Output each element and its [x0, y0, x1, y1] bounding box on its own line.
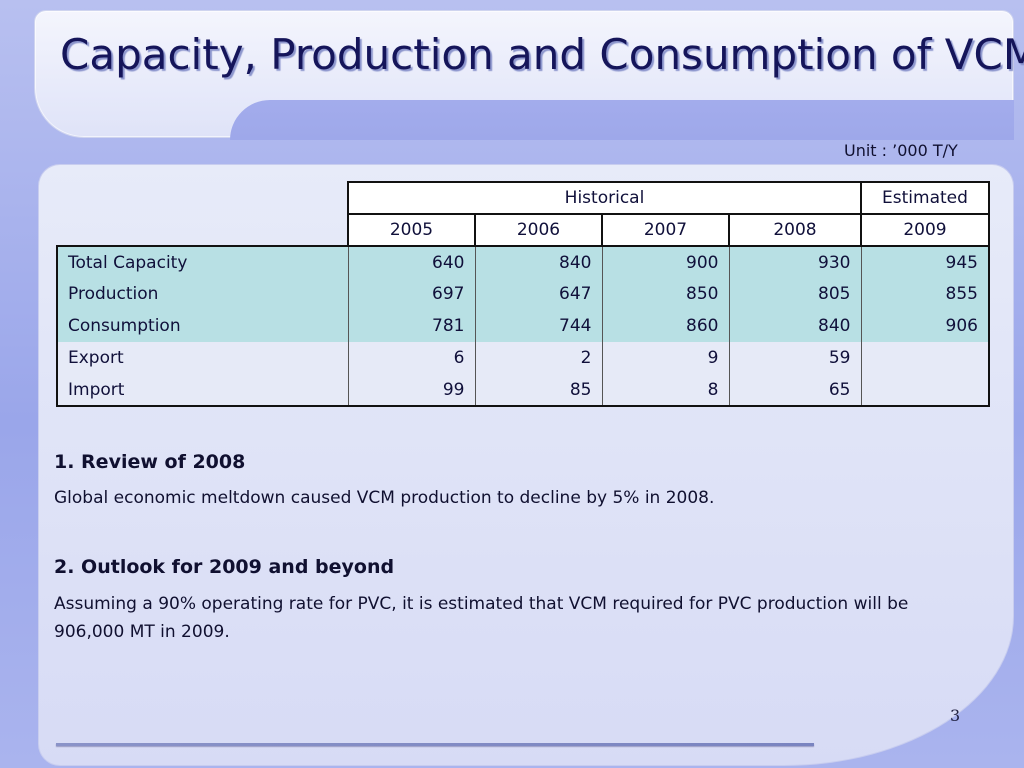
year-header: 2009 — [860, 213, 990, 247]
table-cell: 850 — [601, 278, 730, 310]
table-cell: 855 — [860, 278, 990, 310]
table-cell: 860 — [601, 310, 730, 342]
historical-header: Historical — [347, 181, 862, 215]
table-cell: 8 — [601, 374, 730, 407]
section-heading-outlook: 2. Outlook for 2009 and beyond — [54, 556, 395, 578]
row-label: Total Capacity — [56, 245, 349, 278]
page-number: 3 — [950, 706, 961, 725]
unit-label: Unit : ’000 T/Y — [844, 141, 958, 160]
table-cell: 805 — [728, 278, 862, 310]
section-body-outlook: Assuming a 90% operating rate for PVC, i… — [54, 594, 909, 642]
table-cell: 781 — [347, 310, 476, 342]
table-cell — [860, 342, 990, 374]
table-row: Production 697 647 850 805 855 — [56, 278, 990, 310]
table-cell: 65 — [728, 374, 862, 407]
table-cell: 9 — [601, 342, 730, 374]
year-header: 2006 — [474, 213, 603, 247]
section-heading-review: 1. Review of 2008 — [54, 451, 246, 473]
table-row: Total Capacity 640 840 900 930 945 — [56, 245, 990, 278]
table-cell — [860, 374, 990, 407]
row-label: Export — [56, 342, 349, 374]
table-row: Import 99 85 8 65 — [56, 374, 990, 407]
row-label: Consumption — [56, 310, 349, 342]
table-year-header-row: 2005 2006 2007 2008 2009 — [57, 213, 990, 247]
table-group-header-row: Historical Estimated — [57, 181, 990, 215]
table-cell: 640 — [347, 245, 476, 278]
vcm-data-table: Historical Estimated 2005 2006 2007 2008… — [56, 181, 990, 407]
year-header: 2008 — [728, 213, 862, 247]
footer-divider — [56, 743, 814, 746]
table-row: Consumption 781 744 860 840 906 — [56, 310, 990, 342]
table-cell: 647 — [474, 278, 603, 310]
table-cell: 59 — [728, 342, 862, 374]
table-cell: 945 — [860, 245, 990, 278]
table-cell: 99 — [347, 374, 476, 407]
year-header: 2007 — [601, 213, 730, 247]
table-cell: 744 — [474, 310, 603, 342]
table-cell: 840 — [728, 310, 862, 342]
table-cell: 906 — [860, 310, 990, 342]
row-label: Import — [56, 374, 349, 407]
table-row: Export 6 2 9 59 — [56, 342, 990, 374]
year-header: 2005 — [347, 213, 476, 247]
table-cell: 85 — [474, 374, 603, 407]
table-cell: 840 — [474, 245, 603, 278]
table-cell: 900 — [601, 245, 730, 278]
estimated-header: Estimated — [860, 181, 990, 215]
table-cell: 930 — [728, 245, 862, 278]
row-label: Production — [56, 278, 349, 310]
section-body-review: Global economic meltdown caused VCM prod… — [54, 488, 715, 508]
table-cell: 6 — [347, 342, 476, 374]
table-cell: 697 — [347, 278, 476, 310]
title-panel-notch — [230, 100, 1014, 140]
table-cell: 2 — [474, 342, 603, 374]
page-title: Capacity, Production and Consumption of … — [60, 30, 1024, 79]
